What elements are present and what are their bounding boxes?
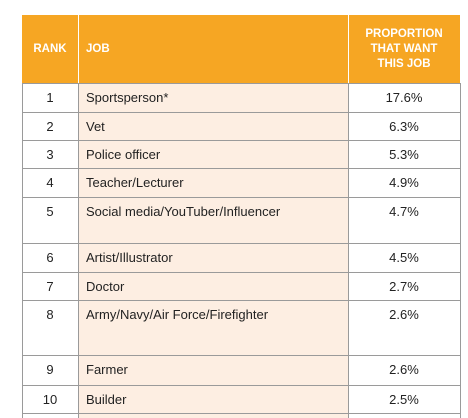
proportion-cell: 2.6%	[389, 307, 419, 322]
rank-cell: 9	[46, 362, 54, 377]
rank-cell: 1	[46, 90, 54, 105]
proportion-cell: 2.7%	[389, 279, 419, 294]
proportion-cell: 2.5%	[389, 392, 419, 407]
row-line	[22, 243, 460, 244]
column-line	[78, 83, 79, 418]
rank-cell: 7	[46, 279, 54, 294]
proportion-cell: 4.7%	[389, 204, 419, 219]
header-cell: RANK	[22, 15, 78, 83]
row-line	[22, 385, 460, 386]
header-cell: PROPORTION THAT WANT THIS JOB	[348, 15, 460, 83]
job-cell: Builder	[78, 385, 348, 413]
job-cell: Teacher/Lecturer	[78, 168, 348, 197]
row-line	[22, 300, 460, 301]
rank-cell: 5	[46, 204, 54, 219]
job-cell: Police officer	[78, 140, 348, 168]
job-cell: Artist/Illustrator	[78, 243, 348, 272]
job-cell: Doctor	[78, 272, 348, 300]
proportion-cell: 5.3%	[389, 147, 419, 162]
rank-cell: 6	[46, 250, 54, 265]
proportion-cell: 4.9%	[389, 175, 419, 190]
row-line	[22, 413, 460, 414]
job-cell: Vet	[78, 112, 348, 140]
proportion-cell: 6.3%	[389, 119, 419, 134]
row-line	[22, 197, 460, 198]
row-line	[22, 355, 460, 356]
job-cell	[78, 414, 348, 418]
header-divider	[348, 15, 349, 83]
proportion-cell: 2.6%	[389, 362, 419, 377]
rank-cell: 3	[46, 147, 54, 162]
job-cell: Social media/YouTuber/Influencer	[78, 197, 348, 243]
header-cell: JOB	[78, 15, 348, 83]
column-line	[348, 83, 349, 418]
column-line	[460, 83, 461, 418]
row-line	[22, 168, 460, 169]
row-line	[22, 140, 460, 141]
rank-cell: 4	[46, 175, 54, 190]
rank-cell: 8	[46, 307, 54, 322]
row-line	[22, 112, 460, 113]
job-cell: Farmer	[78, 355, 348, 385]
job-cell: Sportsperson*	[78, 83, 348, 112]
proportion-cell: 4.5%	[389, 250, 419, 265]
job-cell: Army/Navy/Air Force/Firefighter	[78, 300, 348, 355]
header-divider	[78, 15, 79, 83]
column-line	[22, 83, 23, 418]
row-line	[22, 83, 460, 84]
rank-cell: 2	[46, 119, 54, 134]
row-line	[22, 272, 460, 273]
rank-cell: 10	[42, 392, 58, 407]
proportion-cell: 17.6%	[385, 90, 423, 105]
